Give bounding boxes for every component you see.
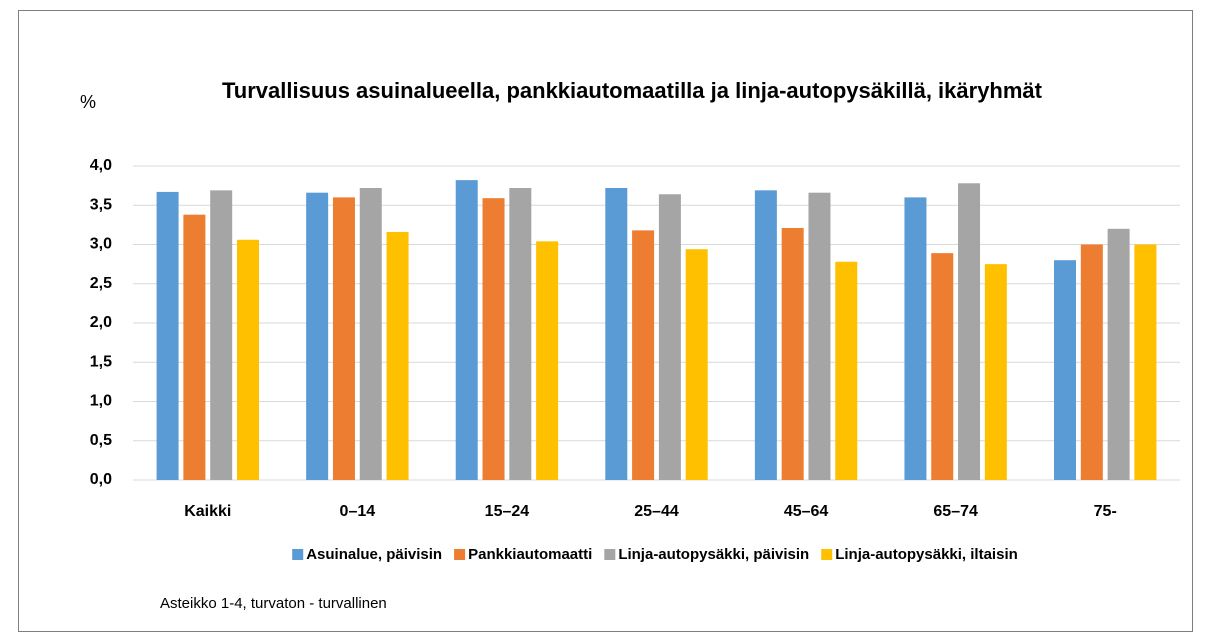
bar [835,261,858,480]
y-tick-label: 2,5 [90,275,112,292]
bar [1054,260,1077,480]
x-tick-label: 0–14 [340,503,376,520]
legend-label: Linja-autopysäkki, päivisin [618,546,809,563]
bar [236,239,259,480]
bar [754,190,777,480]
bar [1107,228,1130,480]
bar [455,180,478,480]
x-tick-label: 75- [1094,503,1117,520]
y-tick-label: 2,0 [90,314,112,331]
bar [808,192,831,480]
legend-swatch [604,549,616,560]
bar [359,187,382,481]
legend-label: Pankkiautomaatti [468,546,592,563]
bar [156,191,179,480]
bar [386,231,409,480]
y-tick-label: 1,0 [90,393,112,410]
y-tick-label: 0,0 [90,471,112,488]
y-tick-label: 3,0 [90,236,112,253]
bar [536,241,559,480]
bar [210,190,233,480]
x-tick-label: Kaikki [184,503,231,520]
bar [482,198,505,480]
y-tick-label: 3,5 [90,196,112,213]
bar [332,197,355,480]
bar [509,187,532,481]
x-tick-label: 45–64 [784,503,829,520]
bar [1080,244,1103,480]
y-tick-label: 1,5 [90,353,112,370]
chart-title: Turvallisuus asuinalueella, pankkiautoma… [221,78,1042,103]
bar [1134,244,1157,480]
x-tick-label: 65–74 [933,503,978,520]
legend-swatch [821,549,833,560]
bar [685,249,708,480]
legend-swatch [454,549,466,560]
y-tick-label: 0,5 [90,432,112,449]
bar [632,230,655,480]
legend-label: Asuinalue, päivisin [306,546,442,563]
bar [984,264,1007,480]
y-axis-label: % [80,92,96,112]
bar [904,197,927,480]
x-tick-label: 15–24 [485,503,530,520]
bar [306,192,329,480]
bar [183,214,206,481]
x-tick-label: 25–44 [634,503,679,520]
bar [958,183,981,480]
legend-swatch [292,549,304,560]
y-tick-label: 4,0 [90,157,112,174]
bar [605,187,628,481]
bar [781,228,804,480]
legend-label: Linja-autopysäkki, iltaisin [835,546,1018,563]
note: Asteikko 1-4, turvaton - turvallinen [160,595,387,612]
bar [931,253,954,480]
bar [658,194,681,480]
